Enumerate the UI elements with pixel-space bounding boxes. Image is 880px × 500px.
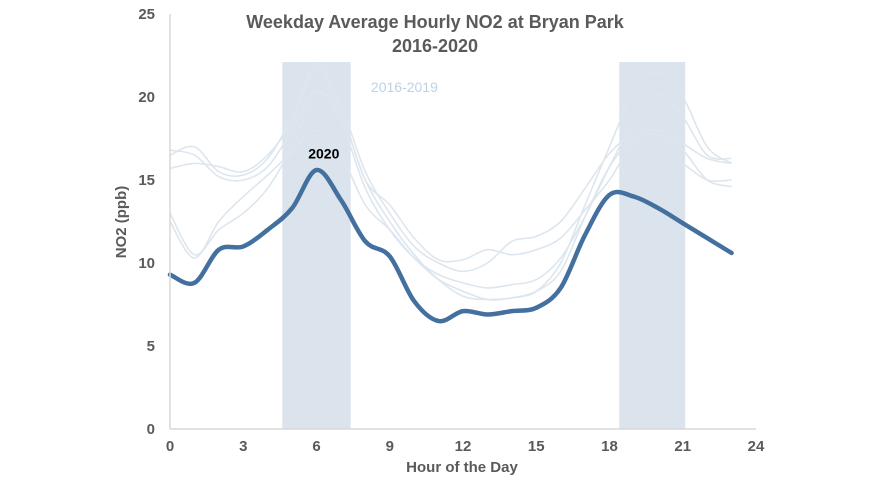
chart-title-line2: 2016-2020 bbox=[392, 36, 478, 56]
background-series-line-1 bbox=[169, 68, 733, 301]
y-tick-label: 5 bbox=[147, 338, 155, 355]
x-tick-label: 9 bbox=[386, 438, 394, 455]
y-tick-label: 15 bbox=[138, 172, 155, 189]
annotations: 2016-2019 2020 bbox=[308, 79, 438, 161]
shaded-band-1 bbox=[282, 62, 351, 429]
y-tick-label: 20 bbox=[138, 89, 155, 106]
x-axis-label: Hour of the Day bbox=[406, 459, 518, 476]
x-tick-label: 15 bbox=[528, 438, 545, 455]
series-line-2020 bbox=[167, 167, 734, 324]
x-tick-label: 6 bbox=[312, 438, 320, 455]
x-tick-label: 24 bbox=[748, 438, 765, 455]
annotation-2016-2019: 2016-2019 bbox=[371, 79, 438, 95]
x-tick-label: 12 bbox=[455, 438, 472, 455]
x-tick-label: 0 bbox=[166, 438, 174, 455]
y-tick-label: 25 bbox=[138, 6, 155, 23]
y-tick-label: 0 bbox=[147, 421, 155, 438]
background-series-line-3 bbox=[169, 63, 732, 273]
x-tick-label: 21 bbox=[674, 438, 691, 455]
annotation-2020: 2020 bbox=[308, 145, 339, 161]
x-tick-label: 3 bbox=[239, 438, 247, 455]
background-series-lines bbox=[169, 63, 733, 301]
shaded-bands bbox=[282, 62, 686, 429]
x-tick-labels: 0 3 6 9 12 15 18 21 24 bbox=[166, 438, 765, 455]
y-axis-label: NO2 (ppb) bbox=[113, 186, 130, 259]
x-tick-label: 18 bbox=[601, 438, 618, 455]
background-series-line-5 bbox=[169, 129, 732, 301]
y-tick-label: 10 bbox=[138, 255, 155, 272]
y-tick-labels: 0 5 10 15 20 25 bbox=[138, 6, 155, 438]
highlight-series-line bbox=[167, 167, 734, 324]
chart-title-line1: Weekday Average Hourly NO2 at Bryan Park bbox=[246, 12, 624, 32]
background-series-line-2 bbox=[169, 89, 732, 289]
shaded-band-2 bbox=[619, 62, 686, 429]
background-series-line-4 bbox=[169, 91, 732, 263]
